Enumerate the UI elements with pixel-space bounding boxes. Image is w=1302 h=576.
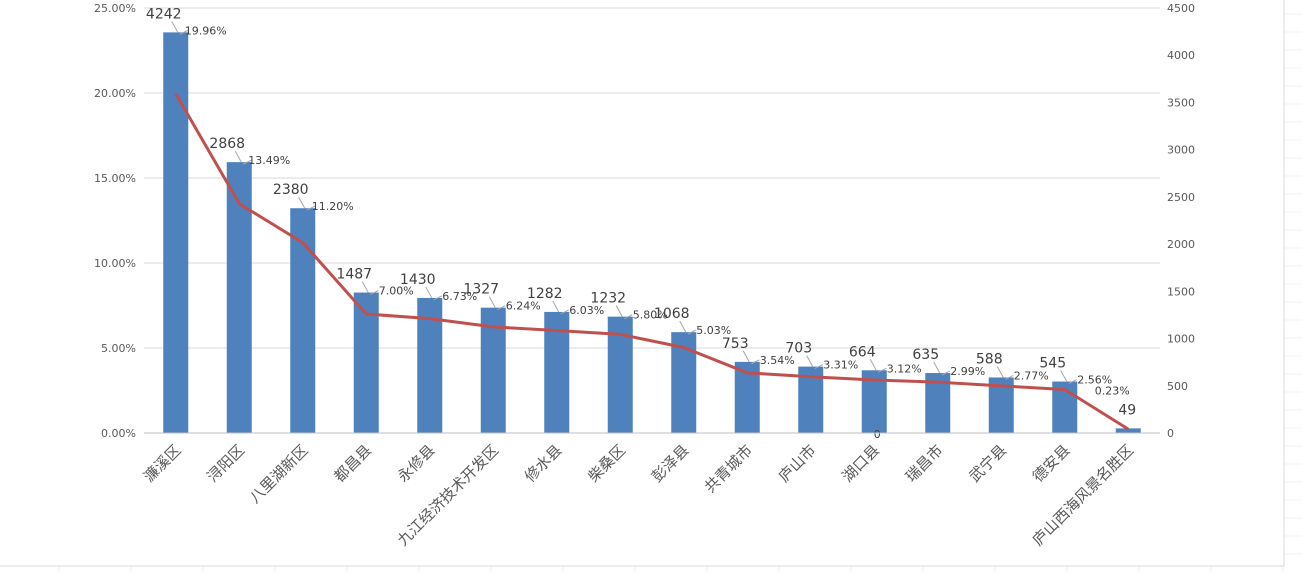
percent-value-label: 6.73% (442, 290, 477, 303)
percent-label-leader (1068, 379, 1077, 384)
percent-value-label: 5.03% (696, 324, 731, 337)
percent-value-label: 7.00% (379, 285, 414, 298)
chart-area (0, 0, 1284, 566)
right-axis-tick-label: 2000 (1167, 238, 1195, 251)
bar-value-label: 1327 (463, 282, 499, 298)
right-axis-tick-label: 500 (1167, 380, 1188, 393)
bar-value-label: 635 (912, 347, 939, 363)
bar-label-leader (234, 150, 242, 163)
right-axis-tick-label: 3000 (1167, 144, 1195, 157)
bar-value-label: 664 (849, 344, 876, 360)
right-axis-tick-label: 3500 (1167, 96, 1195, 109)
bar-label-leader (679, 320, 687, 333)
percent-label-leader (687, 329, 696, 335)
bar-label-leader (488, 296, 496, 308)
bar-value-label: 1487 (336, 267, 372, 283)
bar-value-label: 2868 (209, 136, 245, 152)
bar-value-label: 753 (722, 336, 749, 352)
bar-value-label: 703 (785, 341, 812, 357)
percent-value-label: 3.31% (823, 359, 858, 372)
left-axis-tick-label: 20.00% (94, 87, 136, 100)
bar-label-leader (298, 196, 306, 209)
percent-value-label: 3.54% (760, 354, 795, 367)
percent-label-leader (814, 364, 823, 370)
bar-value-label: 2380 (273, 182, 309, 198)
percent-value-label: 2.56% (1077, 374, 1112, 387)
bar-value-label: 1430 (400, 272, 436, 288)
bar-value-label: 1068 (654, 306, 690, 322)
left-axis-tick-label: 5.00% (101, 342, 136, 355)
bar-label-leader (1060, 370, 1068, 382)
percent-label-leader (878, 367, 887, 373)
bar-label-leader (552, 300, 560, 313)
bar-label-leader (171, 21, 179, 33)
right-axis-tick-label: 4500 (1167, 2, 1195, 15)
percent-value-label: 5.80% (633, 309, 668, 322)
percent-value-label: 2.99% (950, 365, 985, 378)
percent-label-leader (433, 295, 442, 301)
percent-label-leader (751, 359, 760, 365)
percent-value-label: 13.49% (248, 154, 290, 167)
extra-zero-label: 0 (874, 428, 881, 441)
bar-label-leader (996, 366, 1004, 378)
right-axis-tick-label: 2500 (1167, 191, 1195, 204)
percent-value-label: 6.24% (506, 300, 541, 313)
percent-label-leader (370, 290, 379, 296)
bar (290, 208, 316, 433)
percent-label-leader (497, 305, 506, 311)
left-axis-tick-label: 0.00% (101, 427, 136, 440)
percent-label-leader (179, 29, 188, 35)
left-axis-tick-label: 15.00% (94, 172, 136, 185)
right-axis-tick-label: 1000 (1167, 333, 1195, 346)
percent-value-label: 6.03% (569, 304, 604, 317)
percent-value-label: 19.96% (185, 24, 227, 37)
bar-label-leader (869, 359, 877, 371)
left-axis-tick-label: 10.00% (94, 257, 136, 270)
bar-label-leader (361, 281, 369, 293)
bar-value-label: 49 (1118, 402, 1136, 418)
bar-label-leader (742, 350, 750, 363)
left-axis-tick-label: 25.00% (94, 2, 136, 15)
bar-value-label: 4242 (146, 6, 182, 22)
bar-value-label: 545 (1039, 356, 1066, 372)
bar-value-label: 1282 (527, 286, 563, 302)
right-axis-tick-label: 4000 (1167, 49, 1195, 62)
percent-value-label: 3.12% (887, 362, 922, 375)
bar (163, 32, 189, 433)
percent-label-leader (560, 309, 569, 315)
bar-label-leader (806, 355, 814, 367)
percent-value-label: 0.23% (1095, 384, 1130, 397)
bar (1115, 428, 1141, 433)
bar-label-leader (425, 286, 433, 299)
right-axis-tick-label: 1500 (1167, 285, 1195, 298)
percent-value-label: 11.20% (312, 200, 354, 213)
bar-value-label: 588 (976, 351, 1003, 367)
bar-label-leader (615, 305, 623, 317)
bar-label-leader (933, 361, 941, 374)
percent-label-leader (1005, 375, 1014, 380)
percent-value-label: 2.77% (1014, 369, 1049, 382)
percent-line (174, 92, 1130, 431)
percent-label-leader (306, 205, 315, 211)
right-axis-tick-label: 0 (1167, 427, 1174, 440)
percent-label-leader (624, 314, 633, 320)
bar-value-label: 1232 (590, 291, 626, 307)
percent-label-leader (243, 159, 252, 165)
percent-label-leader (941, 370, 950, 376)
